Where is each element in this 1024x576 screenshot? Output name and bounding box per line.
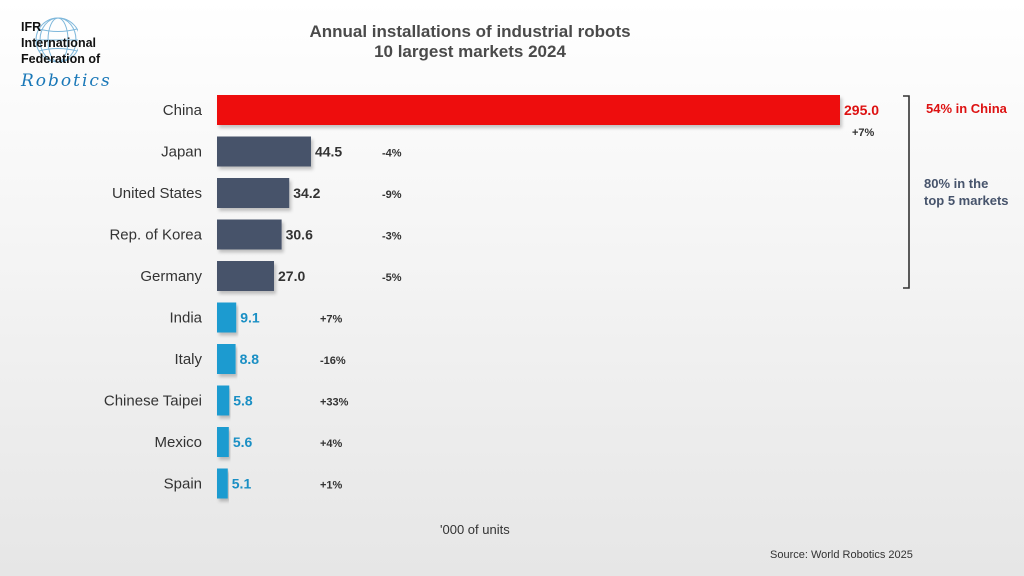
bar (217, 344, 236, 374)
top5-bracket (903, 95, 910, 289)
globe-icon (35, 17, 78, 63)
bar (217, 302, 237, 333)
value-label: 27.0 (278, 268, 305, 284)
value-label: 8.8 (240, 351, 260, 367)
category-label: Chinese Taipei (104, 393, 202, 410)
category-label: Spain (164, 476, 202, 493)
ifr-logo: IFR International Federation of Robotics (18, 16, 128, 90)
bar (217, 178, 290, 208)
value-label: 9.1 (240, 310, 260, 326)
chart-title: Annual installations of industrial robot… (309, 22, 631, 41)
change-label: -4% (382, 148, 402, 160)
china-share-annotation: 54% in China (926, 101, 1007, 116)
category-label: Mexico (154, 434, 202, 451)
logo-text-federation: Federation of (21, 52, 101, 66)
category-label: Japan (161, 144, 202, 161)
category-label: China (163, 102, 203, 119)
bar (217, 261, 275, 291)
change-label: +7% (852, 127, 875, 139)
change-label: -5% (382, 272, 402, 284)
bar (217, 219, 282, 250)
value-label: 30.6 (286, 227, 313, 243)
logo-text-ifr: IFR (21, 20, 42, 34)
chart-subtitle: 10 largest markets 2024 (374, 42, 566, 61)
category-label: Italy (174, 351, 202, 368)
category-label: India (169, 310, 202, 327)
bar (217, 385, 230, 416)
value-label: 5.1 (232, 476, 252, 492)
x-axis-label: '000 of units (440, 522, 510, 537)
value-label: 5.8 (233, 393, 253, 409)
change-label: -16% (320, 355, 346, 367)
top5-share-annotation-line2: top 5 markets (924, 193, 1009, 208)
change-label: +4% (320, 438, 343, 450)
value-label: 34.2 (293, 185, 320, 201)
category-label: United States (112, 185, 202, 202)
bar (217, 95, 840, 125)
logo-text-robotics: Robotics (21, 71, 112, 91)
bar (217, 468, 228, 499)
value-label: 44.5 (315, 144, 342, 160)
value-label: 5.6 (233, 434, 253, 450)
category-label: Germany (140, 268, 202, 285)
logo-text-international: International (21, 36, 97, 50)
change-label: +7% (320, 314, 343, 326)
change-label: -9% (382, 189, 402, 201)
category-label: Rep. of Korea (109, 227, 202, 244)
bar (217, 427, 229, 457)
value-label: 295.0 (844, 102, 879, 118)
top5-share-annotation-line1: 80% in the (924, 176, 989, 191)
change-label: +1% (320, 480, 343, 492)
bar (217, 136, 311, 167)
source-note: Source: World Robotics 2025 (770, 549, 913, 561)
change-label: +33% (320, 397, 349, 409)
change-label: -3% (382, 231, 402, 243)
